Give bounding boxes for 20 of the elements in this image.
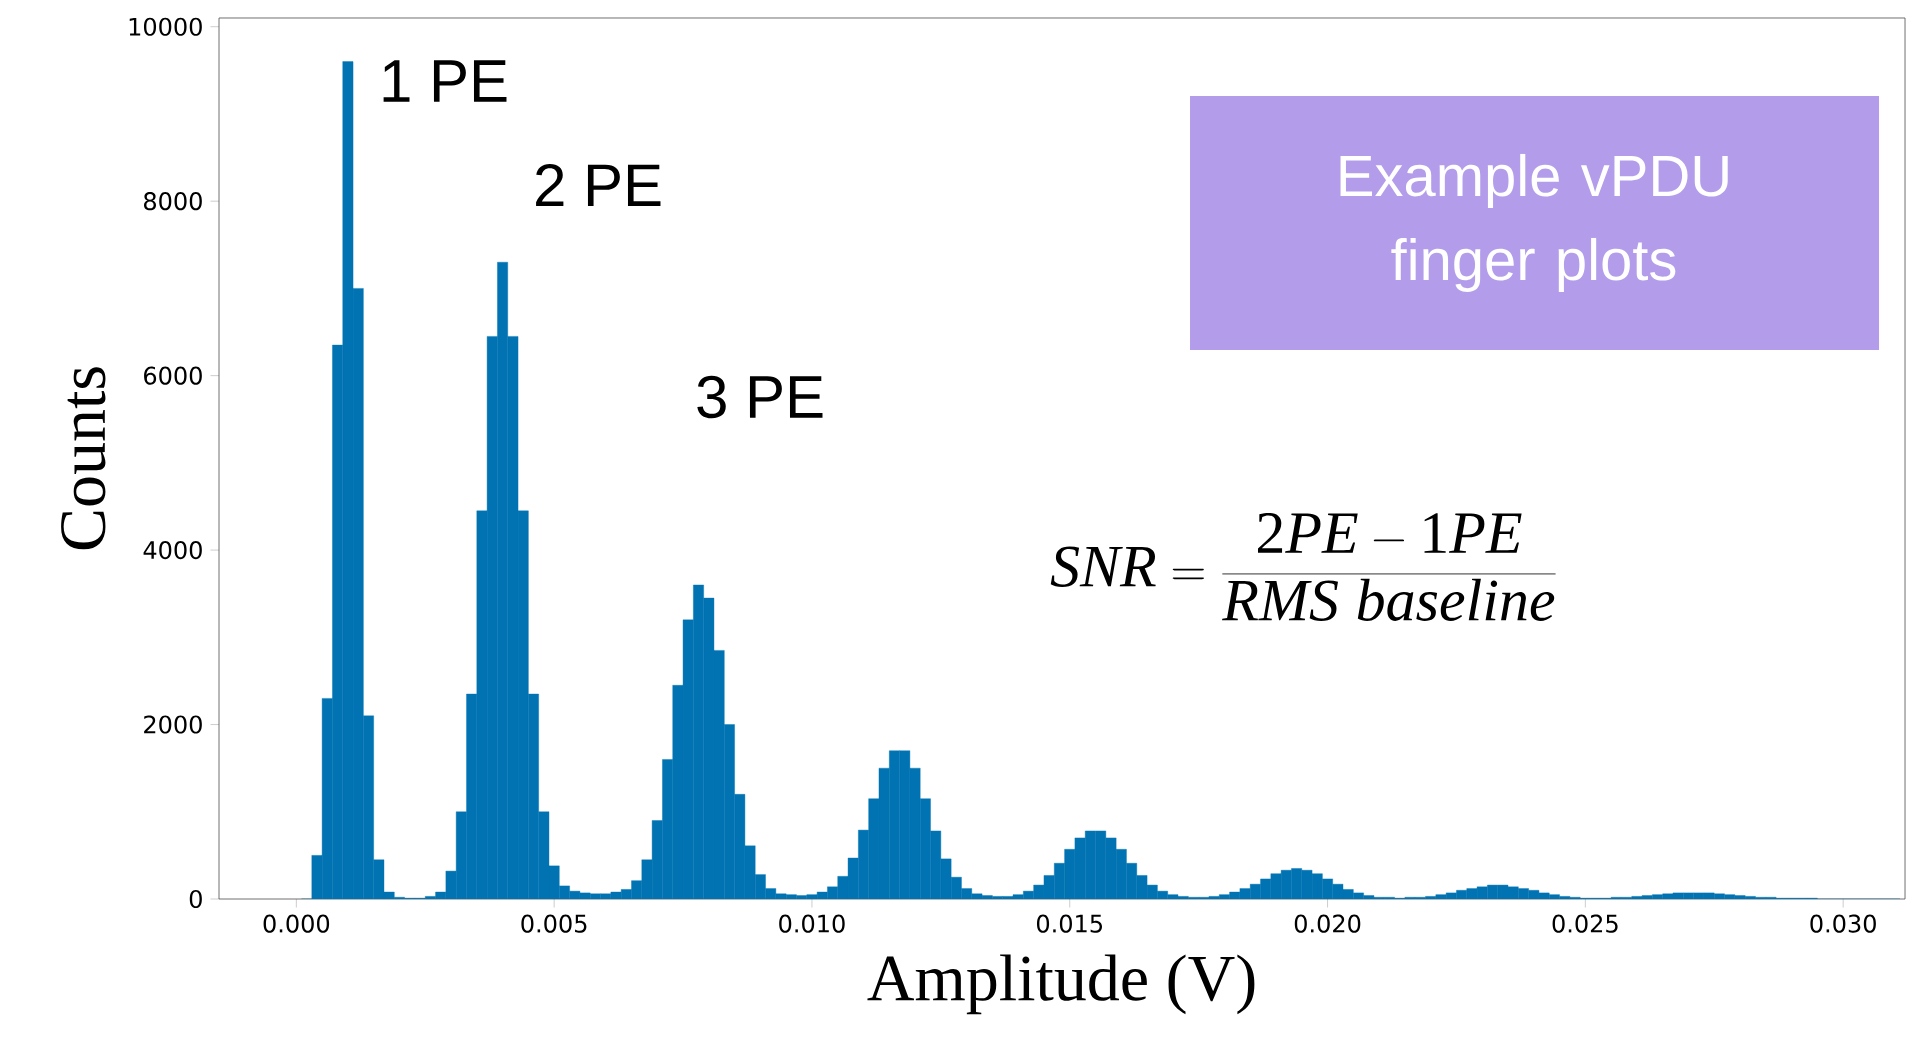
text: Example vPDU finger plots xyxy=(1340,153,1728,293)
y-axis-title: Counts xyxy=(61,367,106,550)
y-tick-label: 4000 xyxy=(143,541,202,560)
x-tick-label: 0.010 xyxy=(779,914,845,933)
x-tick-label: 0.000 xyxy=(263,914,330,933)
y-tick-label: 0 xyxy=(189,889,202,909)
y-tick-label: 2000 xyxy=(144,715,202,734)
x-tick-label: 0.005 xyxy=(521,914,587,933)
x-tick-label: 0.015 xyxy=(1036,914,1102,933)
annotation: $SNR=\frac{2PE-1PE}{RMS\ baseline}$ xyxy=(1050,513,1556,621)
x-tick-label: 0.020 xyxy=(1294,914,1361,933)
annotation: 3 PE xyxy=(697,375,823,419)
x-tick-label: 0.030 xyxy=(1810,914,1876,933)
y-tick-label: 10000 xyxy=(129,17,202,36)
y-tick-label: 6000 xyxy=(144,366,202,385)
annotation: 1 PE xyxy=(383,60,507,102)
annotation: 2 PE xyxy=(536,164,661,206)
y-tick-label: 8000 xyxy=(144,192,202,211)
x-axis-title: Amplitude (V) xyxy=(867,954,1255,1015)
x-tick-label: 0.025 xyxy=(1552,914,1618,933)
